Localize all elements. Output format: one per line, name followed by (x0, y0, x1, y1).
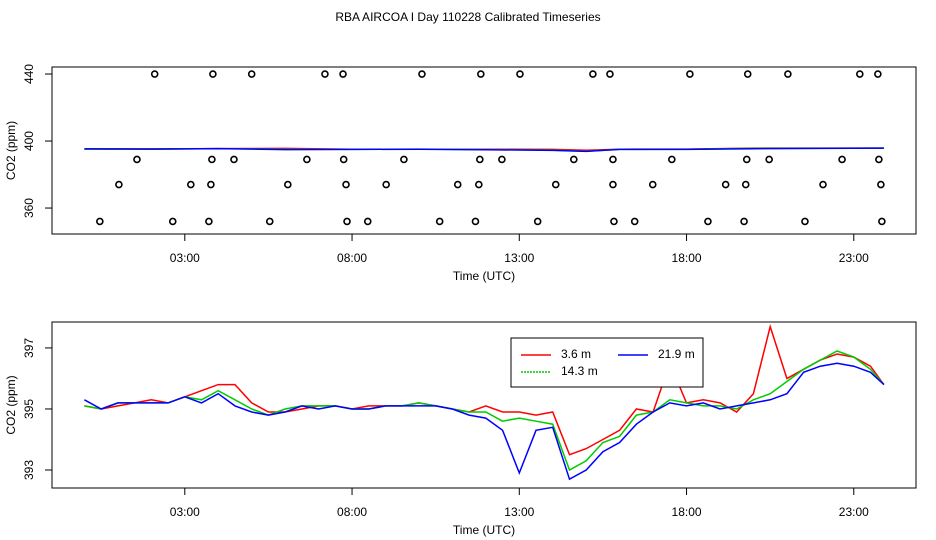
flag-point (874, 70, 882, 78)
legend-label: 3.6 m (561, 347, 591, 361)
flag-point (630, 217, 639, 226)
legend-label: 21.9 m (658, 347, 695, 361)
flag-point (743, 70, 752, 78)
series-line (84, 147, 884, 153)
flag-point (721, 180, 730, 189)
x-tick-label: 03:00 (170, 251, 200, 265)
x-axis-label: Time (UTC) (453, 523, 515, 537)
x-tick-label: 13:00 (504, 251, 534, 265)
flag-point (516, 70, 524, 78)
flag-point (382, 180, 390, 189)
flag-point (96, 217, 104, 226)
series-line (84, 323, 885, 456)
flag-point (498, 155, 506, 164)
flag-point (533, 217, 542, 226)
flag-point (471, 217, 480, 226)
x-tick-label: 18:00 (672, 505, 702, 519)
x-tick-label: 18:00 (672, 251, 702, 265)
flag-point (453, 180, 462, 189)
flag-point (606, 70, 614, 78)
y-tick-label: 393 (22, 460, 36, 480)
legend-label: 14.3 m (561, 364, 598, 378)
y-tick-label: 397 (22, 338, 36, 358)
x-tick-label: 23:00 (839, 505, 869, 519)
flag-point (609, 155, 617, 164)
flag-point (418, 70, 426, 78)
flag-point (168, 217, 177, 226)
flag-point (589, 70, 597, 78)
flag-point (208, 155, 216, 164)
chart-title: RBA AIRCOA I Day 110228 Calibrated Times… (335, 10, 600, 24)
y-tick-label: 395 (22, 399, 36, 419)
flag-point (133, 155, 141, 164)
flag-point (741, 180, 750, 189)
flag-point (668, 155, 676, 164)
series-line (84, 350, 885, 472)
x-tick-label: 03:00 (170, 505, 200, 519)
flag-point (342, 180, 350, 189)
y-axis-label: CO2 (ppm) (4, 375, 18, 434)
flag-point (363, 217, 372, 226)
flag-point (284, 180, 292, 189)
flag-point (477, 70, 485, 78)
flag-point (247, 70, 256, 78)
flag-point (878, 217, 886, 226)
flag-point (610, 217, 618, 226)
flag-point (877, 180, 885, 189)
y-axis-label: CO2 (ppm) (4, 121, 18, 180)
flag-point (875, 155, 883, 164)
flag-point (339, 155, 348, 164)
plot-frame (51, 66, 917, 235)
flag-point (205, 217, 213, 226)
flag-point (765, 155, 773, 164)
flag-point (819, 180, 827, 189)
flag-point (609, 180, 617, 189)
plot-frame (51, 321, 917, 489)
flag-point (838, 155, 846, 164)
flag-point (230, 155, 238, 164)
flag-point (856, 70, 864, 78)
flag-point (209, 70, 217, 78)
flag-point (343, 217, 351, 226)
flag-point (801, 217, 809, 226)
flag-point (115, 180, 123, 189)
x-axis-label: Time (UTC) (453, 269, 515, 283)
flag-point (339, 70, 347, 78)
flag-point (740, 217, 748, 226)
flag-point (303, 155, 311, 164)
legend-box (510, 337, 704, 388)
flag-point (475, 180, 483, 189)
flag-point (400, 155, 408, 164)
x-tick-label: 13:00 (504, 505, 534, 519)
x-tick-label: 08:00 (337, 251, 367, 265)
y-tick-label: 440 (22, 64, 36, 84)
flag-point (551, 180, 560, 189)
flag-point (321, 70, 329, 78)
flag-point (435, 217, 444, 226)
flag-point (570, 155, 578, 164)
flag-point (784, 70, 792, 78)
x-tick-label: 08:00 (337, 505, 367, 519)
flag-point (704, 217, 712, 226)
y-tick-label: 360 (22, 198, 36, 218)
series-line (84, 362, 885, 481)
flag-point (207, 180, 215, 189)
flag-point (476, 155, 484, 164)
flag-point (150, 70, 159, 78)
x-tick-label: 23:00 (839, 251, 869, 265)
flag-point (187, 180, 195, 189)
flag-point (742, 155, 751, 164)
flag-point (648, 180, 657, 189)
y-tick-label: 400 (22, 131, 36, 151)
flag-point (686, 70, 694, 78)
flag-point (265, 217, 274, 226)
